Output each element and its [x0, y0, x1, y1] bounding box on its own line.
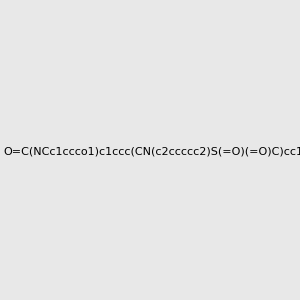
Text: O=C(NCc1ccco1)c1ccc(CN(c2ccccc2)S(=O)(=O)C)cc1: O=C(NCc1ccco1)c1ccc(CN(c2ccccc2)S(=O)(=O…	[4, 146, 300, 157]
